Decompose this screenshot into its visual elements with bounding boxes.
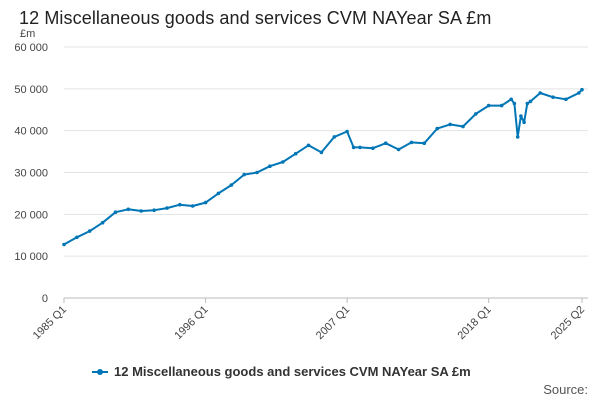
data-point[interactable] — [75, 235, 79, 240]
data-point[interactable] — [538, 91, 542, 95]
y-tick-label: 60 000 — [14, 42, 48, 54]
legend-label: 12 Miscellaneous goods and services CVM … — [114, 364, 471, 379]
data-point[interactable] — [461, 124, 465, 129]
y-axis-unit-label: £m — [20, 28, 36, 40]
y-tick-label: 40 000 — [14, 126, 48, 138]
data-point[interactable] — [255, 170, 259, 175]
y-tick-label: 20 000 — [14, 209, 48, 221]
y-axis-tick-labels: 0 10 000 20 000 30 000 40 000 50 000 60 000 — [14, 42, 48, 305]
data-point[interactable] — [165, 206, 169, 210]
grid-lines — [64, 46, 588, 299]
y-tick-label: 50 000 — [14, 84, 48, 96]
data-point[interactable] — [100, 220, 105, 225]
source-label: Source: — [543, 382, 588, 397]
y-tick-label: 30 000 — [14, 168, 48, 180]
x-tick-label: 1985 Q1 — [31, 304, 69, 342]
data-point[interactable] — [519, 114, 523, 118]
data-point[interactable] — [242, 172, 246, 177]
data-point[interactable] — [525, 101, 530, 106]
x-tick-label: 2025 Q2 — [549, 304, 587, 342]
y-tick-label: 0 — [42, 293, 48, 305]
series-line — [63, 89, 583, 246]
data-point[interactable] — [409, 140, 414, 145]
data-point[interactable] — [203, 200, 208, 205]
data-point[interactable] — [474, 112, 478, 116]
data-point[interactable] — [281, 160, 285, 164]
data-point[interactable] — [551, 95, 555, 99]
data-point[interactable] — [515, 135, 520, 139]
y-tick-label: 10 000 — [14, 251, 48, 263]
legend[interactable]: 12 Miscellaneous goods and services CVM … — [92, 364, 471, 379]
data-point[interactable] — [351, 145, 356, 150]
data-point[interactable] — [319, 150, 324, 155]
data-point[interactable] — [580, 87, 584, 92]
data-point[interactable] — [358, 145, 362, 150]
data-point[interactable] — [486, 103, 491, 108]
data-point[interactable] — [564, 97, 568, 102]
data-point[interactable] — [509, 97, 513, 102]
data-point[interactable] — [577, 91, 581, 95]
data-point[interactable] — [306, 143, 311, 148]
data-point[interactable] — [383, 141, 388, 145]
data-point[interactable] — [62, 242, 66, 247]
x-axis: 1985 Q1 1996 Q1 2007 Q1 2018 Q1 2025 Q2 — [31, 298, 587, 342]
data-point[interactable] — [126, 207, 131, 212]
data-point[interactable] — [139, 209, 143, 213]
data-point[interactable] — [216, 191, 221, 196]
chart-title: 12 Miscellaneous goods and services CVM … — [19, 8, 492, 28]
data-point[interactable] — [87, 229, 92, 233]
x-tick-label: 2007 Q1 — [314, 304, 352, 342]
data-point[interactable] — [178, 202, 182, 207]
data-point[interactable] — [512, 101, 517, 106]
legend-swatch-icon — [92, 367, 108, 377]
data-point[interactable] — [293, 151, 298, 156]
data-point[interactable] — [371, 146, 375, 150]
data-point[interactable] — [345, 129, 349, 134]
x-tick-label: 2018 Q1 — [455, 304, 493, 342]
data-point[interactable] — [528, 99, 533, 104]
data-point[interactable] — [268, 164, 272, 168]
data-point[interactable] — [229, 183, 234, 187]
data-point[interactable] — [422, 141, 427, 145]
data-point[interactable] — [499, 103, 504, 108]
data-point[interactable] — [190, 204, 195, 208]
data-point[interactable] — [113, 210, 118, 214]
data-point[interactable] — [152, 208, 156, 212]
series-line-group — [62, 87, 584, 247]
data-point[interactable] — [396, 147, 401, 152]
data-point[interactable] — [332, 135, 337, 139]
data-point[interactable] — [448, 122, 452, 127]
data-point[interactable] — [522, 120, 526, 125]
x-tick-label: 1996 Q1 — [172, 304, 210, 342]
data-point[interactable] — [435, 126, 440, 131]
